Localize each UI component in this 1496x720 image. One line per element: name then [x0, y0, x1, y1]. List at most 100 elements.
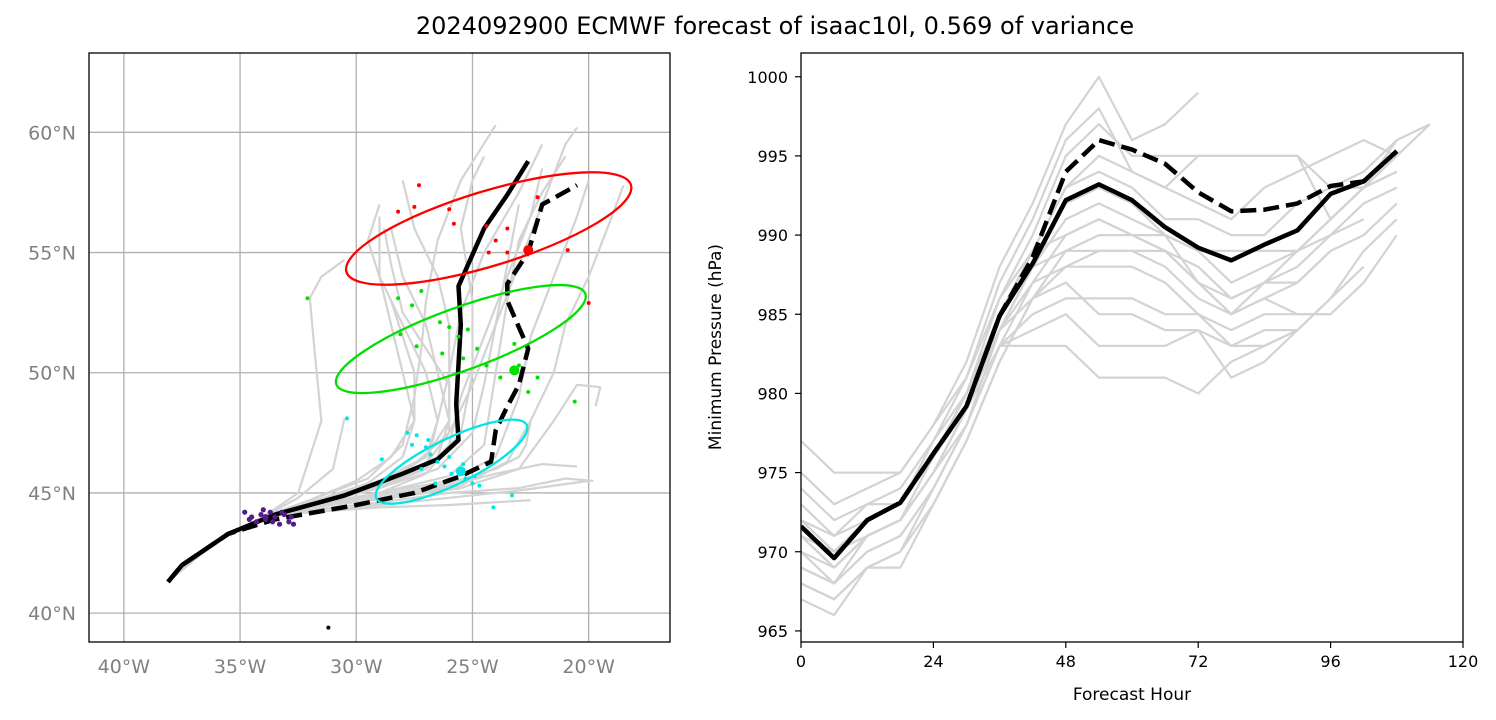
pressure-frame	[800, 52, 1464, 643]
ensemble-position-point	[269, 519, 276, 525]
ensemble-position-point	[423, 445, 428, 450]
ensemble-position-point	[276, 521, 283, 527]
ensemble-position-point	[435, 459, 440, 464]
ensemble-position-point	[447, 454, 452, 459]
ensemble-position-point	[516, 363, 521, 368]
ensemble-position-point	[344, 416, 349, 421]
mean-position-point	[262, 513, 269, 520]
pressure-y-tick-label: 990	[757, 226, 788, 245]
ensemble-position-point	[417, 183, 422, 188]
ensemble-position-point	[246, 516, 252, 522]
ensemble-position-point	[526, 389, 531, 394]
track-map-panel: 40°W 35°W 30°W 25°W 20°W 40°N 45°N 50°N 55°N 60°N	[28, 52, 671, 678]
pressure-y-tick-label: 965	[757, 622, 788, 641]
ensemble-position-point	[484, 363, 489, 368]
pressure-y-tick-label: 1000	[747, 68, 788, 87]
map-y-tick-label: 40°N	[28, 603, 76, 625]
ensemble-position-point	[405, 430, 410, 435]
map-y-tick-label: 55°N	[28, 243, 76, 265]
ensemble-position-point	[428, 452, 433, 457]
ensemble-track	[169, 228, 451, 581]
ensemble-track	[169, 420, 532, 581]
mean-position-point	[523, 245, 534, 256]
pressure-ticks: 0 24 48 72 96 120 965 970 975 980 985 990 995 1000	[747, 68, 1478, 671]
ensemble-position-point	[486, 250, 491, 255]
ensemble-position-point	[286, 519, 292, 525]
ensemble-position-point	[491, 505, 496, 510]
pressure-x-tick-label: 96	[1320, 652, 1340, 671]
ensemble-position-point	[419, 466, 424, 471]
ensemble-position-point	[258, 511, 264, 518]
ensemble-position-point	[290, 521, 297, 527]
ensemble-track	[169, 477, 594, 581]
ensemble-position-point	[456, 334, 461, 339]
main-pressure-dashed	[801, 137, 1399, 561]
ensemble-position-point	[477, 483, 482, 488]
ensemble-position-point	[572, 399, 577, 404]
ensemble-pressure-line	[801, 234, 1398, 569]
pressure-y-tick-label: 985	[757, 305, 788, 324]
ensemble-position-point	[498, 375, 503, 380]
main-track-solid	[166, 160, 531, 584]
map-gridlines	[89, 53, 670, 642]
ensemble-position-point	[267, 509, 273, 515]
ensemble-pressure-line	[801, 313, 1299, 601]
ensemble-position-point	[465, 327, 470, 332]
ensemble-position-point	[426, 438, 431, 443]
map-x-tick-label: 40°W	[98, 656, 151, 678]
uncertainty-ellipse	[334, 283, 587, 395]
ensemble-position-point	[461, 356, 466, 361]
pressure-x-tick-label: 120	[1448, 652, 1479, 671]
pressure-panel: 0 24 48 72 96 120 965 970 975 980 985 990 995 1000 Fo…	[706, 52, 1478, 705]
ensemble-position-point	[442, 464, 447, 469]
ensemble-track	[169, 155, 567, 581]
map-ensemble-tracks	[169, 124, 625, 581]
pressure-y-tick-label: 975	[757, 464, 788, 483]
figure-title: 2024092900 ECMWF forecast of isaac10l, 0…	[415, 12, 1135, 40]
pressure-y-tick-label: 995	[757, 147, 788, 166]
map-tick-labels: 40°W 35°W 30°W 25°W 20°W 40°N 45°N 50°N 55°N 60°N	[28, 122, 615, 678]
ensemble-track	[169, 258, 346, 581]
ensemble-position-point	[242, 509, 248, 515]
uncertainty-ellipse	[374, 418, 529, 505]
ensemble-track	[169, 228, 451, 581]
ensemble-track	[169, 204, 439, 581]
map-frame	[88, 52, 671, 643]
ensemble-pressure-line	[801, 123, 1398, 522]
uncertainty-ellipse	[344, 171, 633, 286]
pressure-main-lines	[801, 137, 1399, 561]
pressure-x-tick-label: 72	[1188, 652, 1208, 671]
ensemble-position-point	[451, 221, 456, 226]
map-x-tick-label: 25°W	[446, 656, 499, 678]
map-main-tracks	[166, 160, 579, 584]
main-pressure-solid	[801, 149, 1399, 561]
ensemble-position-point	[305, 296, 310, 301]
pressure-ensemble-lines	[801, 75, 1431, 617]
mean-position-point	[509, 365, 520, 376]
mean-position-point	[455, 466, 466, 477]
ensemble-position-point	[414, 433, 419, 438]
ensemble-position-point	[398, 332, 403, 337]
ensemble-track	[169, 499, 531, 581]
pressure-y-tick-label: 980	[757, 384, 788, 403]
ensemble-position-point	[272, 514, 278, 520]
ensemble-pressure-line	[801, 75, 1199, 474]
ensemble-position-point	[433, 481, 438, 486]
ensemble-position-point	[396, 209, 401, 214]
ensemble-position-point	[463, 476, 468, 481]
ensemble-position-point	[410, 442, 415, 447]
ensemble-position-point	[419, 289, 424, 294]
map-x-tick-label: 20°W	[562, 656, 615, 678]
ensemble-position-point	[260, 507, 266, 513]
ensemble-position-point	[475, 346, 480, 351]
ensemble-position-point	[410, 303, 415, 308]
ensemble-position-point	[449, 471, 454, 476]
ensemble-position-point	[512, 341, 517, 346]
ensemble-position-point	[396, 296, 401, 301]
ensemble-position-point	[379, 457, 384, 462]
pressure-y-axis-label: Minimum Pressure (hPa)	[706, 244, 726, 450]
map-x-tick-label: 30°W	[330, 656, 383, 678]
map-y-tick-label: 45°N	[28, 483, 76, 505]
ensemble-position-point	[505, 226, 510, 231]
